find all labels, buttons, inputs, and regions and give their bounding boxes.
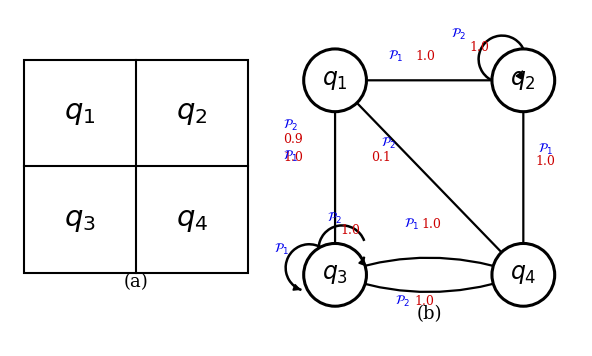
Text: $\mathcal{P}_2$: $\mathcal{P}_2$ xyxy=(284,118,298,134)
Text: 1.0: 1.0 xyxy=(414,295,434,308)
Bar xyxy=(24,60,248,273)
Text: $\mathcal{P}_2$: $\mathcal{P}_2$ xyxy=(452,27,466,42)
Circle shape xyxy=(304,244,366,306)
Text: 1.0: 1.0 xyxy=(535,155,555,168)
Text: $\mathcal{P}_2$: $\mathcal{P}_2$ xyxy=(381,136,395,151)
Text: $q_4$: $q_4$ xyxy=(176,206,208,234)
Text: 1.0: 1.0 xyxy=(284,151,303,164)
Circle shape xyxy=(304,49,366,112)
Text: $\mathcal{P}_2$: $\mathcal{P}_2$ xyxy=(327,211,342,226)
Text: $q_3$: $q_3$ xyxy=(65,206,96,234)
Text: $\mathcal{P}_1$: $\mathcal{P}_1$ xyxy=(538,142,553,157)
Text: $q_2$: $q_2$ xyxy=(510,69,536,92)
Text: $q_1$: $q_1$ xyxy=(322,69,348,92)
Text: 1.0: 1.0 xyxy=(422,218,441,231)
Text: 1.0: 1.0 xyxy=(415,50,435,63)
Text: $\mathcal{P}_1$: $\mathcal{P}_1$ xyxy=(404,217,419,232)
Text: 1.0: 1.0 xyxy=(469,41,490,54)
Text: $q_3$: $q_3$ xyxy=(322,263,348,286)
Text: $\mathcal{P}_1$: $\mathcal{P}_1$ xyxy=(388,49,404,64)
Text: $q_4$: $q_4$ xyxy=(510,263,536,286)
Circle shape xyxy=(492,49,555,112)
Text: (b): (b) xyxy=(416,305,442,324)
Text: (a): (a) xyxy=(124,273,149,292)
Text: $q_1$: $q_1$ xyxy=(65,99,96,127)
Text: $\mathcal{P}_1$: $\mathcal{P}_1$ xyxy=(284,149,298,164)
Circle shape xyxy=(492,244,555,306)
Text: 1.0: 1.0 xyxy=(341,224,361,237)
Text: $\mathcal{P}_1$: $\mathcal{P}_1$ xyxy=(274,242,289,257)
Text: 0.1: 0.1 xyxy=(371,151,391,164)
Text: 0.9: 0.9 xyxy=(284,134,303,146)
Text: $\mathcal{P}_2$: $\mathcal{P}_2$ xyxy=(395,294,410,309)
Text: $q_2$: $q_2$ xyxy=(176,99,208,127)
